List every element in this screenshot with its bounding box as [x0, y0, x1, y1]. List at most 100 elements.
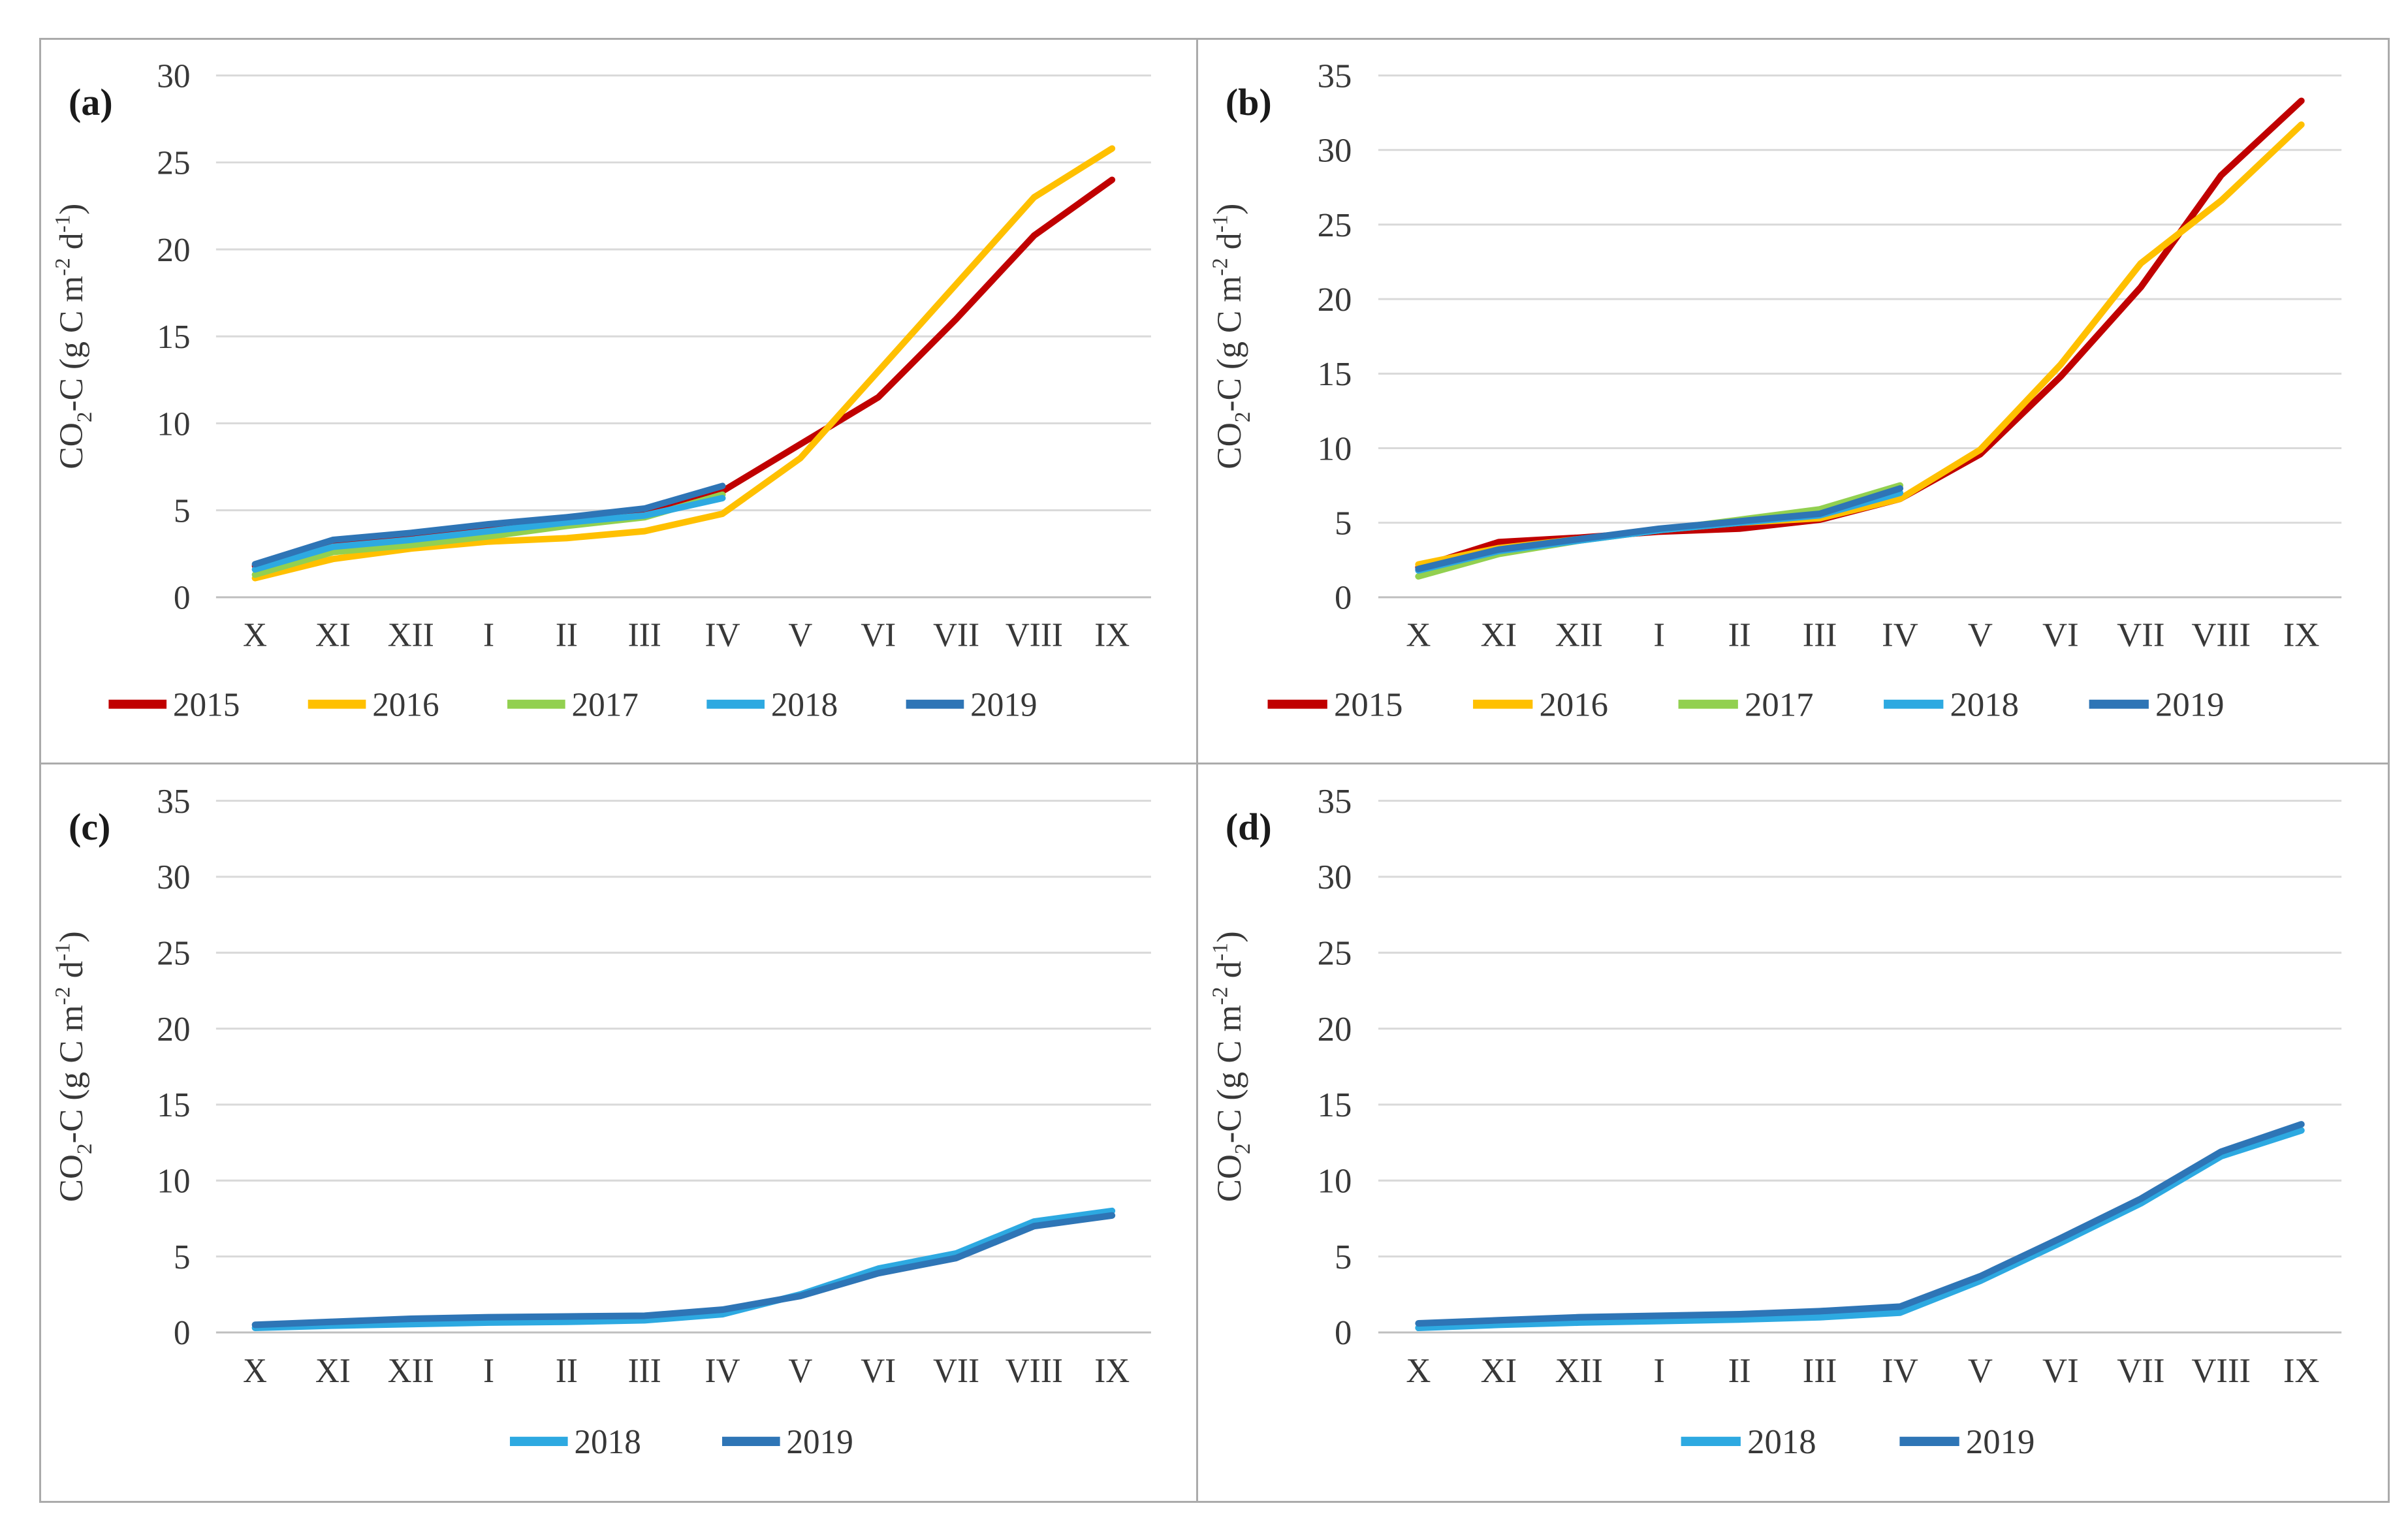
- x-tick-label: VII: [933, 616, 979, 653]
- x-tick-label: IV: [1882, 1352, 1918, 1390]
- x-tick-label: II: [556, 616, 578, 653]
- y-axis-title: CO2​-C (g C m-2​ d-1​): [51, 204, 96, 469]
- y-tick-label: 10: [157, 405, 190, 443]
- x-axis-tick-labels: X XI XII I II III IV V VI VII VIII IX: [1406, 616, 2319, 653]
- legend-item-2017: 2017: [507, 686, 639, 724]
- y-tick-label: 25: [1317, 206, 1352, 244]
- x-tick-label: VIII: [1006, 616, 1063, 653]
- y-axis-tick-labels: 0 5 10 15 20 25 30: [157, 57, 190, 616]
- panel-a: (a) 0 5 10 15 20 25 30 X XI XII I II III IV V VI VII VIII…: [41, 40, 1198, 765]
- y-tick-label: 30: [1317, 132, 1352, 169]
- x-tick-label: II: [1728, 1352, 1751, 1390]
- x-tick-label: II: [556, 1352, 578, 1390]
- y-axis-title: CO2​-C (g C m-2​ d-1​): [1208, 204, 1255, 469]
- legend-item-label: 2016: [1539, 686, 1608, 723]
- x-tick-label: VIII: [1006, 1352, 1063, 1390]
- x-tick-label: XII: [388, 616, 434, 653]
- legend-item-label: 2019: [2155, 686, 2224, 723]
- legend: 2015 2016 2017 2018 2019: [1267, 686, 2224, 723]
- gridlines: [215, 800, 1151, 1334]
- x-tick-label: XII: [1555, 1352, 1603, 1390]
- x-tick-label: XI: [1480, 616, 1517, 653]
- y-tick-label: 10: [1317, 430, 1352, 467]
- y-tick-label: 15: [1317, 1086, 1352, 1124]
- legend-item-label: 2018: [1747, 1423, 1816, 1461]
- y-tick-label: 15: [1317, 356, 1352, 393]
- x-tick-label: VI: [2042, 1352, 2079, 1390]
- x-tick-label: IX: [1094, 616, 1130, 653]
- series-lines: [251, 145, 1116, 582]
- series-2019-line: [1415, 485, 1903, 573]
- x-tick-label: IX: [1094, 1352, 1130, 1390]
- y-tick-label: 10: [157, 1163, 190, 1201]
- legend-item-2018: 2018: [1883, 686, 2019, 723]
- panel-d-label: (d): [1225, 806, 1272, 849]
- x-tick-label: IX: [2283, 1352, 2320, 1390]
- x-tick-label: IV: [705, 616, 740, 653]
- x-tick-label: III: [1803, 1352, 1837, 1390]
- legend-item-label: 2018: [1950, 686, 2018, 723]
- y-tick-label: 35: [1317, 783, 1352, 821]
- y-axis-tick-labels: 0 5 10 15 20 25 30 35: [1317, 57, 1352, 617]
- y-tick-label: 35: [157, 783, 190, 821]
- legend-item-label: 2019: [786, 1424, 853, 1462]
- legend-item-label: 2017: [572, 686, 639, 723]
- y-axis-tick-labels: 0 5 10 15 20 25 30 35: [1317, 783, 1352, 1352]
- x-tick-label: VII: [933, 1352, 979, 1390]
- x-tick-label: XI: [315, 616, 351, 653]
- legend-item-label: 2018: [574, 1424, 641, 1462]
- x-tick-label: XI: [315, 1352, 351, 1390]
- panel-b-label: (b): [1225, 81, 1272, 123]
- y-tick-label: 20: [157, 232, 190, 269]
- y-tick-label: 30: [157, 859, 190, 897]
- y-tick-label: 20: [157, 1011, 190, 1048]
- panel-b: (b) 0 5 10 15 20 25 30 35 X XI XII I II III IV V VI VII VI…: [1197, 40, 2388, 765]
- x-tick-label: VIII: [2191, 616, 2251, 653]
- x-tick-label: I: [1653, 1352, 1665, 1390]
- legend-item-label: 2018: [771, 686, 838, 723]
- x-tick-label: VI: [861, 1352, 896, 1390]
- x-tick-label: X: [1406, 616, 1431, 653]
- y-tick-label: 35: [1317, 57, 1352, 95]
- gridlines: [215, 74, 1151, 599]
- gridlines: [1378, 800, 2341, 1334]
- y-axis-title: CO2​-C (g C m-2​ d-1​): [51, 931, 97, 1202]
- x-tick-label: V: [788, 1352, 812, 1390]
- legend: 2018 2019: [1681, 1423, 2035, 1461]
- legend-item-2018: 2018: [509, 1424, 641, 1462]
- x-tick-label: VIII: [2191, 1352, 2251, 1390]
- y-tick-label: 5: [1335, 505, 1352, 542]
- y-tick-label: 5: [174, 1238, 191, 1276]
- legend-item-2018: 2018: [706, 686, 838, 724]
- x-axis-tick-labels: X XI XII I II III IV V VI VII VIII IX: [1406, 1352, 2319, 1390]
- x-axis-tick-labels: X XI XII I II III IV V VI VII VIII IX: [243, 616, 1130, 653]
- x-tick-label: V: [1968, 616, 1993, 653]
- legend-item-label: 2019: [1966, 1423, 2035, 1461]
- legend-item-2017: 2017: [1678, 686, 1813, 723]
- x-tick-label: V: [1968, 1352, 1993, 1390]
- x-tick-label: III: [628, 616, 661, 653]
- y-tick-label: 25: [157, 145, 190, 182]
- series-2018-line: [1415, 1127, 2305, 1332]
- series-lines: [1415, 97, 2305, 580]
- legend: 2015 2016 2017 2018 2019: [108, 686, 1038, 724]
- y-axis-title: CO2​-C (g C m-2​ d-1​): [1208, 931, 1255, 1202]
- legend: 2018 2019: [509, 1424, 853, 1462]
- series-2019-line: [251, 482, 726, 568]
- y-tick-label: 20: [1317, 281, 1352, 319]
- legend-item-2019: 2019: [906, 686, 1038, 724]
- y-tick-label: 5: [174, 492, 191, 529]
- legend-item-2018: 2018: [1681, 1423, 1816, 1461]
- y-tick-label: 25: [1317, 935, 1352, 973]
- x-axis-tick-labels: X XI XII I II III IV V VI VII VIII IX: [243, 1352, 1130, 1390]
- panel-c: (c) 0 5 10 15 20 25 30 35 X XI XII I II III IV V VI VII VI…: [41, 764, 1198, 1501]
- x-tick-label: IX: [2283, 616, 2320, 653]
- x-tick-label: IV: [705, 1352, 740, 1390]
- legend-item-2016: 2016: [308, 686, 439, 724]
- panel-c-label: (c): [69, 806, 111, 849]
- y-tick-label: 0: [1335, 579, 1352, 616]
- x-tick-label: I: [1653, 616, 1665, 653]
